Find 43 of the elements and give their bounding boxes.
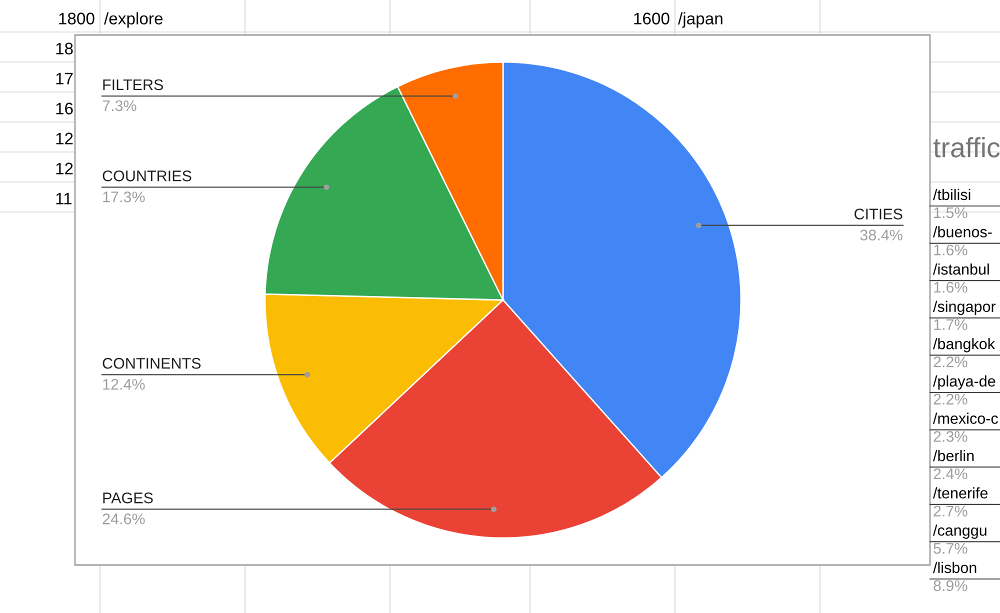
text: /berlin (933, 450, 974, 462)
text: /buenos- (933, 226, 992, 238)
slice-label: CONTINENTS (102, 358, 201, 369)
text: /tbilisi (933, 188, 970, 200)
text: 17 (56, 72, 73, 84)
text: /istanbul (933, 263, 989, 275)
text: traffic (933, 137, 1000, 158)
text: /lisbon (933, 562, 976, 574)
text: 1.6% (934, 244, 968, 256)
text: 16 (56, 102, 73, 114)
text: 2.7% (934, 506, 968, 516)
text: 2.2% (934, 356, 968, 368)
text: /mexico-c (933, 412, 998, 424)
text: 12 (56, 162, 73, 174)
data-label: 12.4% (103, 378, 145, 390)
text: 2.2% (934, 394, 968, 405)
text: /bangkok (933, 338, 996, 352)
text: 1.5% (934, 207, 968, 218)
text: 2.4% (934, 468, 968, 480)
data-label: 24.6% (102, 514, 145, 524)
slice-label: PAGES (103, 492, 153, 504)
text: /explore (104, 12, 163, 28)
text: 1600 (634, 12, 670, 24)
data-label: 38.4% (860, 230, 902, 240)
text: 1.6% (934, 282, 968, 293)
text: /singapor (933, 300, 996, 316)
slice-label: FILTERS (103, 79, 163, 90)
text: /canggu (933, 524, 986, 539)
data-label: 17.3% (103, 192, 145, 202)
text: 2.3% (934, 431, 968, 442)
text: 12 (56, 132, 73, 144)
text: 5.7% (934, 543, 968, 554)
text: 1.7% (934, 319, 968, 330)
text: /japan (678, 12, 722, 28)
text: 18 (56, 42, 73, 54)
text: /playa-de (933, 375, 996, 390)
data-label: 7.3% (102, 100, 136, 112)
text: 11 (56, 192, 72, 204)
slice-label: COUNTRIES (102, 170, 192, 182)
text: 1800 (59, 12, 94, 24)
text: /tenerife (933, 487, 988, 498)
slice-label: CITIES (854, 208, 902, 220)
text: 8.9% (934, 580, 968, 592)
